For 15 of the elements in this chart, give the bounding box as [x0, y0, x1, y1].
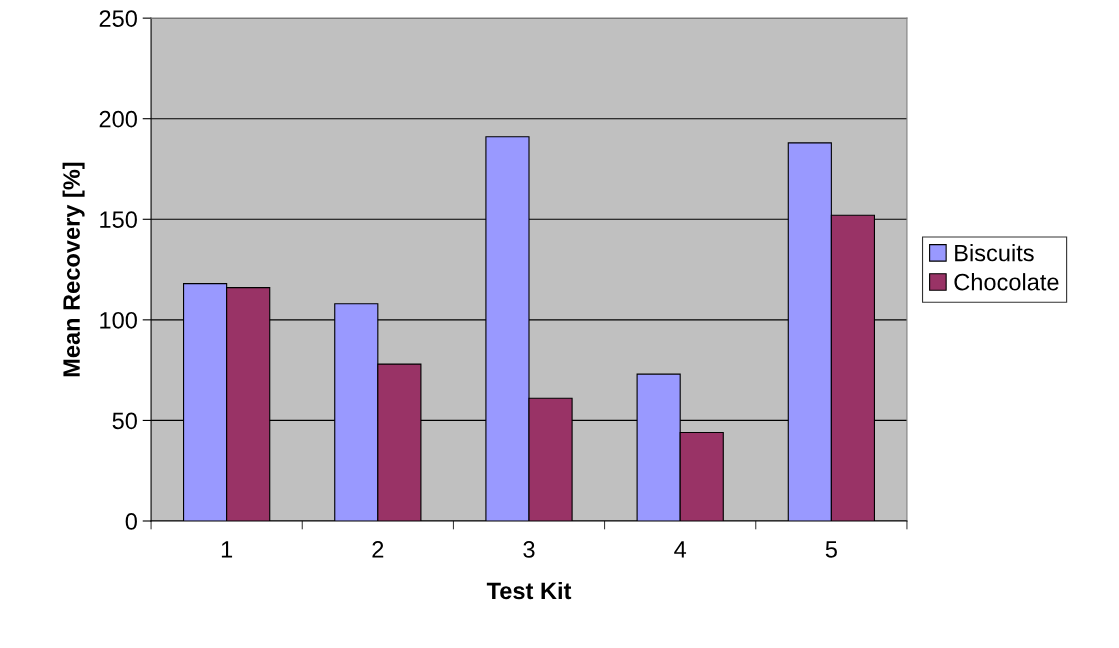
y-tick-label: 0: [125, 513, 137, 530]
y-tick-label: 250: [99, 10, 137, 27]
legend-label: Chocolate: [954, 273, 1059, 291]
y-tick-label: 50: [112, 412, 137, 430]
y-tick-label: 200: [99, 110, 137, 128]
x-tick-label: 1: [221, 541, 233, 558]
x-axis-title: Test Kit: [486, 581, 572, 600]
x-tick-label: 2: [372, 541, 384, 558]
y-tick-label: 150: [100, 211, 137, 229]
y-tick-label: 100: [100, 311, 137, 329]
x-tick-label: 5: [825, 541, 837, 558]
x-tick-label: 4: [674, 541, 687, 558]
legend-label: Biscuits: [955, 244, 1034, 262]
x-tick-label: 3: [523, 541, 535, 558]
y-axis-title: Mean Recovery [%]: [62, 162, 85, 377]
